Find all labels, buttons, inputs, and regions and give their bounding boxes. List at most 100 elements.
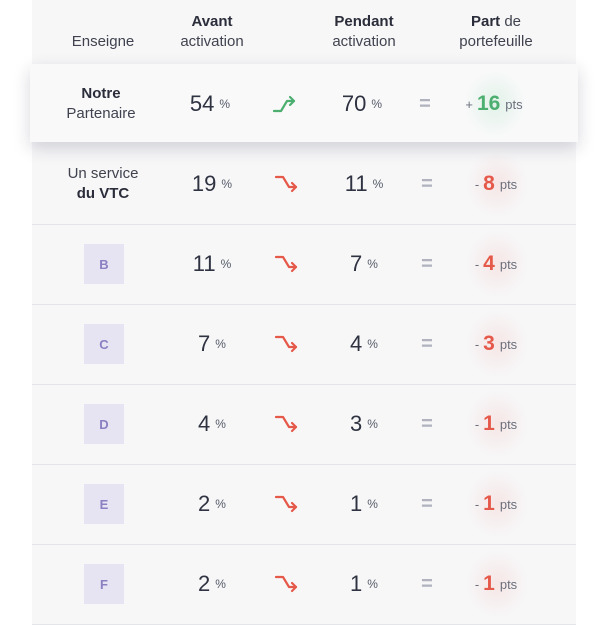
value-avant: 4 %: [172, 384, 252, 464]
delta-sign: +: [465, 96, 473, 112]
delta-glow: [466, 310, 528, 378]
trend-down-icon: [274, 331, 300, 357]
trend-down-icon: [274, 571, 300, 597]
trend-down-icon: [274, 251, 300, 277]
value-pendant: 3 %: [324, 384, 404, 464]
table-row: C 7 % 4 % = - 3 pts: [32, 304, 576, 385]
header-part-bold: Part: [470, 13, 501, 30]
value-pendant-number: 11: [344, 171, 368, 196]
delta-sign: -: [474, 336, 480, 352]
value-avant-number: 4: [198, 411, 211, 436]
value-pendant: 11 %: [324, 144, 404, 224]
value-pendant: 7 %: [324, 224, 404, 304]
trend-up-icon: [272, 91, 298, 117]
percent-unit: %: [367, 337, 378, 351]
delta-glow: [464, 70, 526, 138]
percent-unit: %: [215, 577, 226, 591]
header-part-rest1: de: [500, 13, 522, 30]
part-portefeuille-delta: - 1 pts: [446, 384, 546, 464]
delta-value: 8: [483, 172, 495, 195]
delta-unit: pts: [499, 256, 518, 272]
table-row: B 11 % 7 % = - 4 pts: [32, 224, 576, 305]
header-pendant-bold: Pendant: [334, 13, 394, 30]
equals-sign: =: [421, 572, 433, 595]
percent-unit: %: [215, 417, 226, 431]
delta-unit: pts: [499, 416, 518, 432]
trend-down-icon: [274, 411, 300, 437]
brand-name-line2: du VTC: [76, 185, 130, 202]
delta-glow: [466, 550, 528, 618]
percent-unit: %: [221, 177, 233, 191]
delta-glow: [466, 150, 528, 218]
value-pendant: 4 %: [324, 304, 404, 384]
brand-logo: B: [84, 244, 124, 284]
value-avant-number: 2: [198, 571, 211, 596]
value-pendant-number: 1: [350, 491, 363, 516]
header-pendant-activation: Pendant activation: [314, 12, 414, 52]
percent-unit: %: [372, 177, 384, 191]
brand-name: Notre Partenaire: [54, 64, 148, 144]
brand-name-line1: Notre: [81, 85, 121, 102]
value-pendant: 1 %: [324, 464, 404, 544]
brand-logo: F: [84, 564, 124, 604]
header-part-rest2: portefeuille: [459, 33, 533, 50]
value-pendant: 1 %: [324, 544, 404, 624]
trend-down-icon: [274, 171, 300, 197]
percent-unit: %: [215, 337, 226, 351]
percent-unit: %: [215, 497, 226, 511]
header-avant-activation: Avant activation: [162, 12, 262, 52]
value-avant: 2 %: [172, 544, 252, 624]
header-pendant-rest: activation: [332, 33, 396, 50]
table-row: E 2 % 1 % = - 1 pts: [32, 464, 576, 545]
brand-name-line1: Un service: [67, 165, 139, 182]
table-row-highlighted: Notre Partenaire 54 % 70 % = + 16 pts: [30, 64, 578, 142]
delta-value: 1: [483, 572, 495, 595]
delta-unit: pts: [499, 336, 518, 352]
percent-unit: %: [220, 257, 232, 271]
value-pendant: 70 %: [322, 64, 402, 144]
brand-logo: E: [84, 484, 124, 524]
delta-unit: pts: [499, 496, 518, 512]
delta-value: 3: [483, 332, 495, 355]
value-avant: 7 %: [172, 304, 252, 384]
percent-unit: %: [367, 417, 378, 431]
delta-unit: pts: [499, 176, 518, 192]
equals-sign: =: [421, 172, 433, 195]
percent-unit: %: [367, 577, 378, 591]
delta-sign: -: [474, 576, 480, 592]
value-pendant-number: 70: [341, 91, 367, 116]
value-avant-number: 11: [192, 251, 216, 276]
table-header: Enseigne Avant activation Pendant activa…: [32, 0, 576, 65]
percent-unit: %: [367, 497, 378, 511]
header-avant-rest: activation: [180, 33, 244, 50]
delta-unit: pts: [505, 96, 523, 112]
header-part-portefeuille: Part de portefeuille: [446, 12, 546, 52]
delta-value: 4: [483, 252, 495, 275]
table-row: D 4 % 3 % = - 1 pts: [32, 384, 576, 465]
part-portefeuille-delta: - 1 pts: [446, 544, 546, 624]
delta-glow: [466, 470, 528, 538]
delta-value: 1: [483, 492, 495, 515]
equals-sign: =: [421, 332, 433, 355]
value-avant: 54 %: [170, 64, 250, 144]
brand-logo: D: [84, 404, 124, 444]
delta-sign: -: [474, 496, 480, 512]
percent-unit: %: [219, 97, 231, 111]
value-avant-number: 54: [189, 91, 215, 116]
equals-sign: =: [421, 492, 433, 515]
equals-sign: =: [419, 92, 431, 115]
part-portefeuille-delta: - 1 pts: [446, 464, 546, 544]
percent-unit: %: [371, 97, 383, 111]
equals-sign: =: [421, 412, 433, 435]
value-avant-number: 2: [198, 491, 211, 516]
delta-sign: -: [474, 416, 480, 432]
value-pendant-number: 4: [350, 331, 363, 356]
value-avant-number: 19: [191, 171, 217, 196]
value-pendant-number: 1: [350, 571, 363, 596]
value-pendant-number: 3: [350, 411, 363, 436]
delta-unit: pts: [499, 576, 518, 592]
value-avant-number: 7: [198, 331, 211, 356]
part-portefeuille-delta: - 8 pts: [446, 144, 546, 224]
delta-glow: [466, 230, 528, 298]
header-enseigne: Enseigne: [71, 33, 135, 50]
